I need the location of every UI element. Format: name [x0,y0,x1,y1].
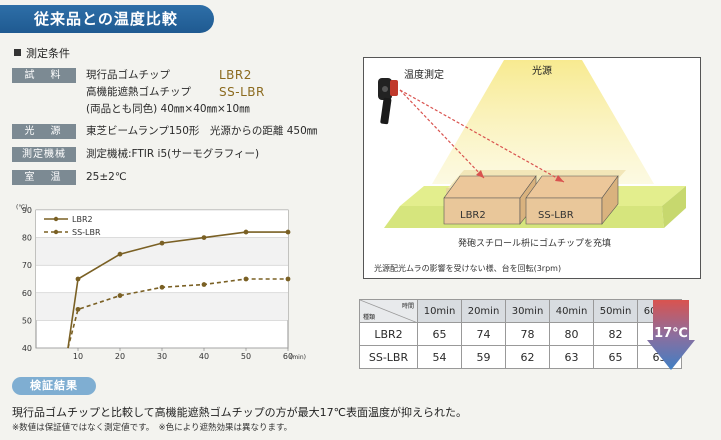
camera-label: 温度測定 [404,68,444,81]
data-point [243,276,249,282]
condition-label: 光 源 [12,124,76,139]
table-cell: 65 [417,322,462,346]
data-point [201,282,207,287]
chip-sslbr-side [601,175,619,225]
data-point [285,229,291,235]
legend-label: SS-LBR [72,228,101,237]
data-point [159,240,165,246]
table-row: SS-LBR 54 59 62 63 65 65 [359,345,682,369]
y-tick-label: 40 [22,344,32,353]
base-label: 発砲スチロール枡にゴムチップを充填 [458,237,611,249]
table-header-cell: 10min [417,299,462,323]
grid-band [36,292,288,321]
condition-label: 試 料 [12,68,76,83]
table-header-cell: 20min [461,299,506,323]
base-side [662,186,686,228]
y-tick-label: 70 [22,261,32,270]
result-text: 現行品ゴムチップと比較して高機能遮熱ゴムチップの方が最大17℃表面温度が抑えられ… [12,406,468,419]
data-point [201,235,207,240]
x-unit-label: (min) [290,354,306,361]
arrowhead-icon [555,175,564,182]
data-point [117,251,123,257]
legend-marker [53,216,59,222]
difference-arrow: 17℃ [647,300,695,370]
diagram-caption: 光源配光ムラの影響を受けない様、台を回転(3rpm) [374,263,561,273]
table-cell: 80 [549,322,594,346]
condition-label: 室 温 [12,170,76,185]
sample-line-1: 現行品ゴムチップ LBR2 [86,68,252,82]
chip-lbr2-label: LBR2 [460,210,486,221]
light-label: 光源 [532,64,552,77]
table-header-cell: 50min [593,299,638,323]
table-cell: 63 [549,345,594,369]
condition-text: 測定機械:FTIR i5(サーモグラフィー) [86,148,260,160]
data-point [117,293,123,298]
table-cell: 78 [505,322,550,346]
corner-top-label: 時間 [401,303,414,310]
measurement-diagram: 温度測定 光源 LBR2 SS-LBR 発砲スチロール枡にゴムチップを充填 光源… [363,57,701,279]
light-beam [432,60,654,184]
result-badge: 検証結果 [12,377,96,395]
y-tick-label: 50 [22,316,32,325]
table-cell: 82 [593,322,638,346]
measure-arrow-2 [399,89,565,183]
table-header-cell: 40min [549,299,594,323]
table-cell: 74 [461,322,506,346]
y-unit-label: (℃) [16,204,27,211]
x-tick-label: 10 [73,352,83,361]
x-tick-label: 30 [157,352,167,361]
y-tick-label: 80 [22,234,32,243]
camera-icon [378,78,398,125]
diagram-svg: 温度測定 光源 LBR2 SS-LBR 発砲スチロール枡にゴムチップを充填 光源… [374,60,686,273]
table-header-cell: 30min [505,299,550,323]
temperature-table: 時間 種類 10min 20min 30min 40min 50min 60mi… [359,299,682,369]
condition-label: 測定機械 [12,147,76,162]
y-tick-label: 60 [22,289,32,298]
legend-marker [53,229,59,235]
product-lbr2: LBR2 [219,68,252,82]
chip-sslbr-label: SS-LBR [538,210,574,221]
page-title: 従来品との温度比較 [0,5,214,33]
x-tick-label: 50 [241,352,251,361]
table-row-label: LBR2 [359,322,418,346]
corner-bottom-label: 種類 [363,314,376,321]
data-point [285,276,291,282]
difference-label: 17℃ [654,326,688,341]
x-tick-label: 60 [283,352,293,361]
x-tick-label: 20 [115,352,125,361]
sample-line-2: 高機能遮熱ゴムチップ SS-LBR [86,85,265,99]
condition-text: 25±2℃ [86,171,127,183]
x-tick-label: 40 [199,352,209,361]
arrowhead-icon [476,170,484,178]
sample-line-3: (両品とも同色) 40㎜×40㎜×10㎜ [86,103,250,115]
result-note: ※数値は保証値ではなく測定値です。 ※色により遮熱効果は異なります。 [12,423,293,433]
measure-arrow-1 [399,89,485,179]
table-row-label: SS-LBR [359,345,418,369]
product-sslbr: SS-LBR [219,85,265,99]
temperature-chart: 40 50 60 70 80 90 10 20 30 40 50 60 (℃) (min) LBR2 SS-L… [8,200,308,362]
table-cell: 54 [417,345,462,369]
data-point [75,276,81,282]
table-header-row: 時間 種類 10min 20min 30min 40min 50min 60mi… [359,299,682,323]
data-point [75,306,81,312]
condition-text: 東芝ビームランプ150形 光源からの距離 450㎜ [86,125,318,137]
difference-arrow-icon: 17℃ [647,300,695,370]
data-point [243,229,249,235]
corner-diagonal [360,300,418,323]
square-bullet-icon [14,49,21,56]
conditions-title: 測定条件 [14,45,70,61]
table-corner: 時間 種類 [359,299,418,323]
legend-label: LBR2 [72,215,93,224]
data-point [159,284,165,290]
table-row: LBR2 65 74 78 80 82 82 [359,322,682,346]
table-cell: 59 [461,345,506,369]
table-cell: 65 [593,345,638,369]
table-cell: 62 [505,345,550,369]
y-tick-label: 90 [22,206,32,215]
chart-svg: 40 50 60 70 80 90 10 20 30 40 50 60 (℃) (min) LBR2 SS-L… [16,204,306,361]
